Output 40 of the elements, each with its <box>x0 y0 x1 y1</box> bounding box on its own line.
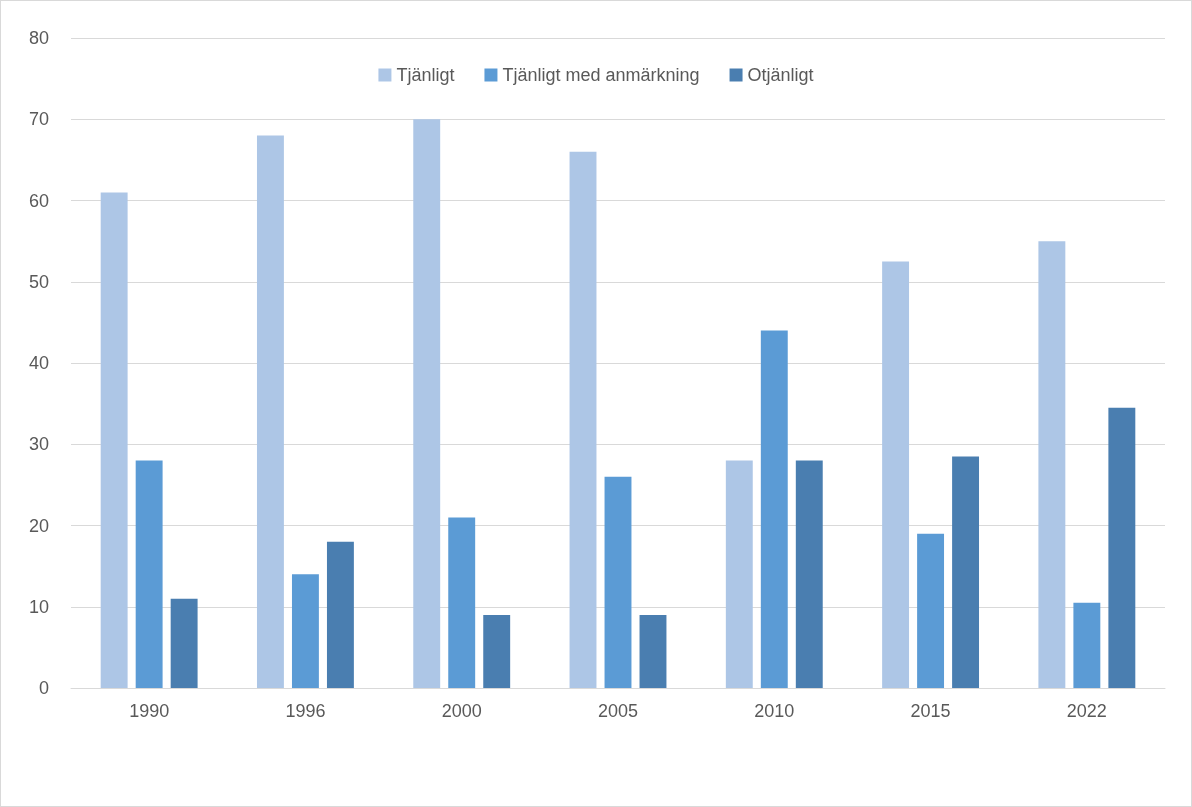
bar <box>291 574 319 688</box>
y-tick-label: 80 <box>28 28 49 48</box>
bar <box>413 119 441 688</box>
legend-label: Tjänligt <box>396 65 455 85</box>
bar <box>100 192 128 688</box>
x-tick-label: 2015 <box>910 701 951 721</box>
bar <box>725 460 753 688</box>
y-tick-label: 40 <box>28 353 49 373</box>
y-tick-label: 50 <box>28 271 49 292</box>
y-tick-label: 10 <box>28 596 49 617</box>
x-tick-label: 2000 <box>441 701 482 721</box>
bar <box>170 598 198 688</box>
x-tick-label: 1990 <box>129 701 170 721</box>
x-tick-label: 2010 <box>754 701 795 721</box>
bar <box>256 135 284 688</box>
bar <box>760 330 788 688</box>
x-tick-label: 2005 <box>597 701 639 721</box>
x-tick-label: 1996 <box>285 701 326 721</box>
bar <box>917 533 945 688</box>
y-tick-label: 70 <box>28 109 49 130</box>
bar <box>604 476 632 688</box>
bar <box>952 456 980 688</box>
y-tick-label: 20 <box>28 515 49 536</box>
legend-label: Otjänligt <box>747 65 814 85</box>
bar <box>1038 241 1066 688</box>
bar <box>1073 602 1101 688</box>
bar <box>882 261 910 688</box>
y-tick-label: 60 <box>28 190 49 211</box>
y-tick-label: 30 <box>28 434 49 455</box>
bar <box>639 614 667 688</box>
bar <box>326 541 354 688</box>
bar <box>569 151 597 688</box>
legend-label: Tjänligt med anmärkning <box>502 65 700 85</box>
bar <box>1108 407 1136 688</box>
bar <box>448 517 476 688</box>
bar <box>135 460 163 688</box>
bar <box>795 460 823 688</box>
bar <box>483 614 511 688</box>
x-tick-label: 2022 <box>1066 701 1107 721</box>
y-tick-label: 0 <box>38 678 49 698</box>
